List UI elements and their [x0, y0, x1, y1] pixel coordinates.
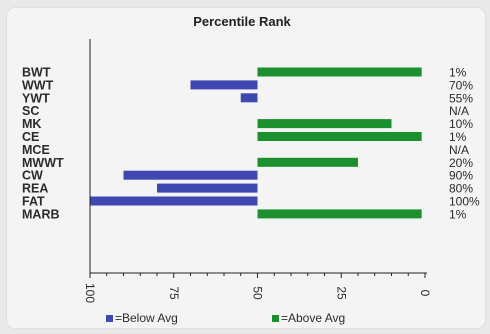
chart-title: Percentile Rank [193, 14, 291, 29]
bar-wwt [190, 80, 258, 90]
percentile-label-wwt: 70% [449, 78, 473, 92]
bar-cw [123, 170, 258, 180]
category-label-rea: REA [22, 182, 48, 196]
legend-label-above: =Above Avg [281, 311, 345, 325]
x-tick-label-75: 75 [167, 286, 181, 300]
bar-fat [90, 196, 258, 206]
category-label-cw: CW [22, 169, 43, 183]
category-label-ce: CE [22, 130, 39, 144]
category-label-marb: MARB [22, 207, 60, 221]
bar-mk [257, 119, 392, 129]
percentile-label-cw: 90% [449, 169, 473, 183]
x-tick-label-50: 50 [251, 286, 265, 300]
legend-label-below: =Below Avg [115, 311, 178, 325]
bar-mwwt [257, 157, 358, 167]
category-label-sc: SC [22, 104, 39, 118]
bar-ce [257, 132, 422, 141]
legend-swatch-below [106, 315, 113, 322]
x-tick-label-100: 100 [83, 283, 97, 303]
percentile-label-rea: 80% [449, 182, 473, 196]
bar-marb [257, 209, 422, 219]
percentile-label-mce: N/A [449, 143, 469, 157]
category-label-mwwt: MWWT [22, 156, 64, 170]
category-label-wwt: WWT [22, 78, 54, 92]
percentile-label-fat: 100% [449, 195, 480, 209]
chart-panel [7, 8, 485, 328]
x-tick-label-25: 25 [334, 286, 348, 300]
percentile-label-mwwt: 20% [449, 156, 473, 170]
percentile-label-bwt: 1% [449, 66, 467, 80]
percentile-label-ce: 1% [449, 130, 467, 144]
percentile-label-mk: 10% [449, 117, 473, 131]
bar-bwt [257, 67, 422, 77]
bar-ywt [240, 93, 258, 103]
x-tick-label-0: 0 [418, 290, 432, 297]
bar-rea [157, 183, 258, 193]
percentile-label-marb: 1% [449, 207, 467, 221]
category-label-ywt: YWT [22, 91, 50, 105]
legend-swatch-above [272, 315, 279, 322]
category-label-fat: FAT [22, 195, 45, 209]
category-label-mce: MCE [22, 143, 50, 157]
percentile-label-ywt: 55% [449, 91, 473, 105]
category-label-bwt: BWT [22, 66, 51, 80]
category-label-mk: MK [22, 117, 41, 131]
percentile-label-sc: N/A [449, 104, 469, 118]
